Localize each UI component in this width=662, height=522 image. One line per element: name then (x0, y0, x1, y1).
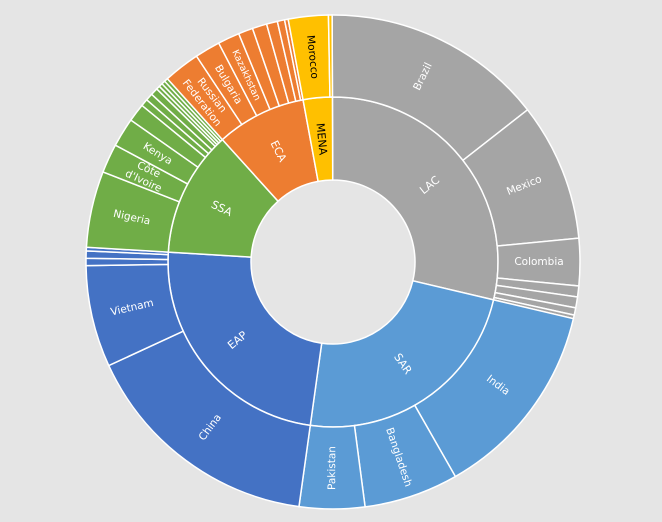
region-label-mena: MENA (314, 122, 330, 156)
country-label-morocco: Morocco (304, 35, 320, 80)
country-label-pakistan: Pakistan (326, 446, 338, 490)
country-slice-mena-1 (327, 14, 334, 98)
country-label-colombia: Colombia (514, 256, 563, 268)
